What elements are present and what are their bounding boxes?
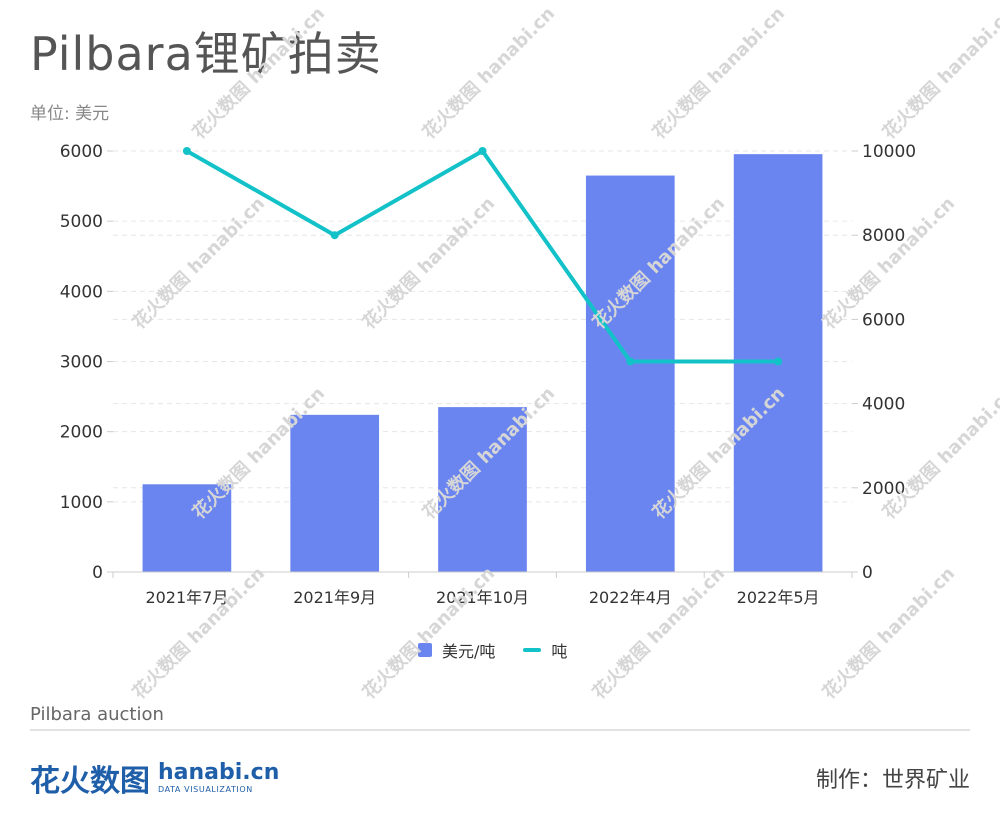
legend-item-tons[interactable]: 吨 <box>523 638 567 662</box>
line-point <box>626 357 635 366</box>
y-right-tick-label: 8000 <box>862 226 905 246</box>
bar <box>142 484 232 572</box>
x-tick-label: 2021年9月 <box>293 588 376 607</box>
bar <box>585 175 675 572</box>
line-series <box>185 149 779 364</box>
y-right-tick-label: 4000 <box>862 395 905 415</box>
x-tick-label: 2021年10月 <box>436 588 529 607</box>
legend: 美元/吨 吨 <box>418 638 567 662</box>
legend-label-price: 美元/吨 <box>442 642 496 661</box>
y-left-tick-label: 3000 <box>60 353 103 373</box>
brand-en-sub: DATA VISUALIZATION <box>158 785 253 794</box>
y-left-tick-label: 2000 <box>60 423 103 443</box>
y-left-tick-label: 4000 <box>60 282 103 302</box>
x-tick-label: 2022年4月 <box>589 588 672 607</box>
legend-label-tons: 吨 <box>551 642 568 661</box>
y-left-tick-label: 6000 <box>60 142 103 162</box>
bar <box>438 407 527 572</box>
brand-en: hanabi.cn DATA VISUALIZATION <box>158 762 279 794</box>
y-right-tick-label: 6000 <box>862 310 905 330</box>
line-point <box>774 357 783 366</box>
line-point <box>330 231 339 240</box>
line-point <box>182 147 191 155</box>
brand-logo: 花火数图 hanabi.cn DATA VISUALIZATION <box>30 756 279 800</box>
x-tick-label: 2021年7月 <box>145 588 228 607</box>
divider <box>30 729 970 731</box>
bar <box>290 414 380 572</box>
credit: 制作：世界矿业 <box>815 768 970 793</box>
unit-label: 单位: 美元 <box>30 104 110 124</box>
brand-en-main: hanabi.cn <box>158 760 280 785</box>
legend-line-swatch <box>523 648 542 652</box>
subtitle: Pilbara auction <box>30 704 164 725</box>
line-point <box>478 147 487 155</box>
chart-title: Pilbara锂矿拍卖 <box>30 27 382 81</box>
brand-cn: 花火数图 <box>30 764 150 799</box>
y-right-tick-label: 2000 <box>862 479 905 499</box>
y-left-tick-label: 1000 <box>60 493 103 513</box>
legend-item-price[interactable]: 美元/吨 <box>418 638 495 662</box>
y-left-tick-label: 5000 <box>60 212 103 232</box>
y-left-tick-label: 0 <box>92 563 103 583</box>
chart-area: 0 1000 2000 3000 4000 5000 6000 0 2000 4000 6000 80… <box>60 142 916 607</box>
x-tick-label: 2022年5月 <box>737 588 820 607</box>
legend-bar-swatch <box>418 643 432 657</box>
y-right-tick-label: 0 <box>862 563 873 583</box>
y-right-tick-label: 10000 <box>862 142 916 162</box>
